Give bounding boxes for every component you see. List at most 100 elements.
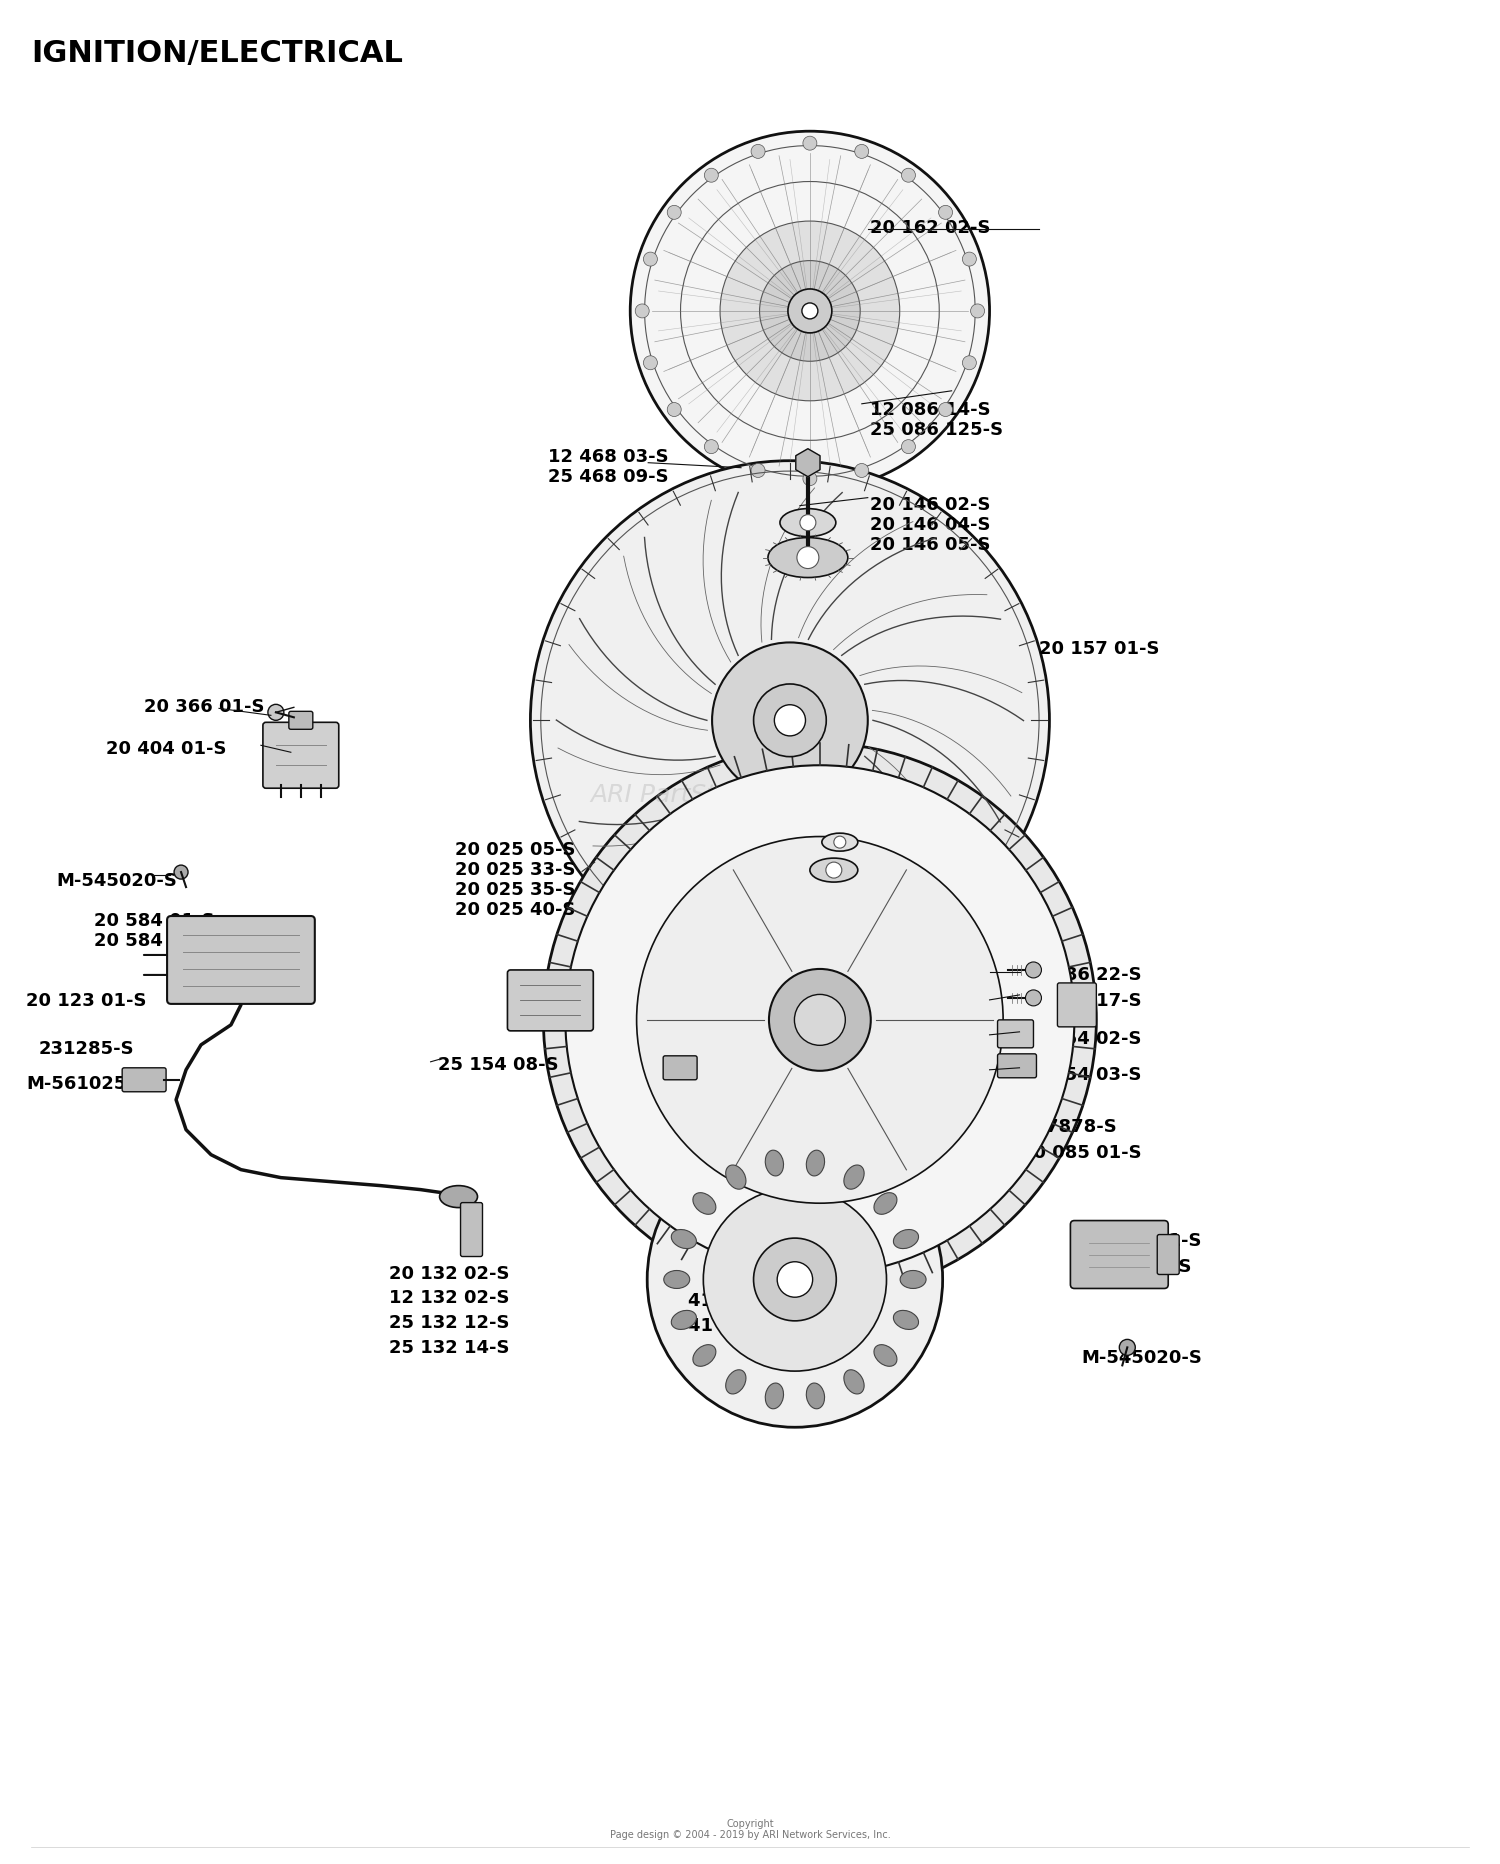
Text: 236602-S: 236602-S [1096,1258,1192,1275]
Circle shape [705,168,718,183]
Text: 20 154 04-S: 20 154 04-S [686,1085,807,1103]
Circle shape [753,1238,837,1322]
Circle shape [963,252,976,267]
Ellipse shape [810,857,858,882]
Text: 12 132 02-S: 12 132 02-S [388,1290,508,1307]
Ellipse shape [440,1186,477,1208]
Text: 20 146 05-S: 20 146 05-S [870,535,990,554]
Circle shape [704,1187,886,1372]
Text: 25 340 02-S: 25 340 02-S [827,865,946,884]
Text: 20 162 02-S: 20 162 02-S [870,220,990,237]
Text: 20 404 01-S: 20 404 01-S [106,740,226,759]
Circle shape [802,472,818,487]
Circle shape [752,144,765,158]
Circle shape [855,464,868,477]
Polygon shape [796,449,820,477]
Text: 12 086 14-S: 12 086 14-S [870,401,990,419]
Text: 20 025 40-S: 20 025 40-S [454,900,574,919]
Circle shape [636,837,1004,1202]
Ellipse shape [822,833,858,852]
Circle shape [668,205,681,220]
Ellipse shape [693,1344,715,1366]
FancyBboxPatch shape [1071,1221,1168,1288]
FancyBboxPatch shape [998,1053,1036,1077]
Circle shape [855,144,868,158]
Circle shape [646,1131,942,1428]
Ellipse shape [894,1310,918,1329]
Text: M-548025-S: M-548025-S [686,1057,807,1076]
Text: 20 366 01-S: 20 366 01-S [144,699,264,716]
Ellipse shape [664,1271,690,1288]
Text: 20 146 02-S: 20 146 02-S [870,496,990,514]
Circle shape [759,261,859,362]
FancyBboxPatch shape [122,1068,166,1092]
Circle shape [712,643,868,798]
Text: 20 154 03-S: 20 154 03-S [1022,1066,1142,1083]
Circle shape [770,969,871,1070]
Circle shape [720,222,900,401]
FancyBboxPatch shape [290,712,314,729]
Circle shape [1119,1340,1136,1355]
Text: 20 132 02-S: 20 132 02-S [388,1264,508,1282]
Ellipse shape [807,1150,825,1176]
Ellipse shape [765,1383,783,1409]
Text: 12 468 03-S: 12 468 03-S [549,447,669,466]
Circle shape [834,837,846,848]
Text: 20 085 01-S: 20 085 01-S [1022,1144,1142,1161]
Circle shape [795,994,846,1046]
Circle shape [630,130,990,490]
Text: 237878-S: 237878-S [1022,1118,1118,1135]
Circle shape [774,705,806,736]
Circle shape [939,403,952,416]
Circle shape [705,440,718,453]
Text: 20 584 01-S: 20 584 01-S [94,911,214,930]
Circle shape [970,304,984,319]
Text: 20 025 05-S: 20 025 05-S [454,841,574,859]
Circle shape [902,440,915,453]
Ellipse shape [844,1370,864,1394]
Circle shape [800,514,816,531]
FancyBboxPatch shape [507,969,594,1031]
FancyBboxPatch shape [460,1202,483,1256]
Text: 20 025 35-S: 20 025 35-S [454,882,574,898]
Ellipse shape [672,1310,696,1329]
Text: 25 154 08-S: 25 154 08-S [438,1055,558,1074]
Text: 20 146 04-S: 20 146 04-S [870,516,990,533]
Circle shape [634,304,650,319]
Text: 20 584 03-S: 20 584 03-S [94,932,214,951]
Circle shape [1026,990,1041,1007]
Circle shape [566,766,1074,1275]
Ellipse shape [726,1370,746,1394]
Circle shape [668,403,681,416]
Circle shape [1026,962,1041,979]
Circle shape [268,705,284,720]
Ellipse shape [894,1230,918,1249]
Text: Copyright
Page design © 2004 - 2019 by ARI Network Services, Inc.: Copyright Page design © 2004 - 2019 by A… [609,1819,891,1840]
Ellipse shape [780,509,836,537]
Text: 20 086 22-S: 20 086 22-S [1022,966,1142,984]
Text: 20 086 17-S: 20 086 17-S [1022,992,1142,1010]
Text: 20 025 33-S: 20 025 33-S [454,861,574,880]
Text: 20 123 01-S: 20 123 01-S [27,992,147,1010]
Text: M-561025-S: M-561025-S [27,1076,147,1092]
Text: 231285-S: 231285-S [39,1040,134,1059]
Text: 25 155 41-S: 25 155 41-S [1082,1232,1202,1249]
Circle shape [644,356,657,369]
Circle shape [753,684,827,757]
Ellipse shape [726,1165,746,1189]
FancyBboxPatch shape [166,915,315,1005]
Text: 25 086 125-S: 25 086 125-S [870,421,1004,438]
Text: M-545020-S: M-545020-S [57,872,177,891]
Circle shape [174,865,188,880]
Text: X-42-15-S: X-42-15-S [852,839,950,857]
Text: 20 157 01-S: 20 157 01-S [1040,641,1160,658]
Ellipse shape [768,537,847,578]
Circle shape [902,168,915,183]
Text: M-545020-S: M-545020-S [1082,1350,1203,1368]
FancyBboxPatch shape [262,723,339,788]
Ellipse shape [693,1193,715,1213]
FancyBboxPatch shape [663,1055,698,1079]
Circle shape [802,304,818,319]
Circle shape [543,744,1096,1297]
Text: IGNITION/ELECTRICAL: IGNITION/ELECTRICAL [32,39,404,69]
